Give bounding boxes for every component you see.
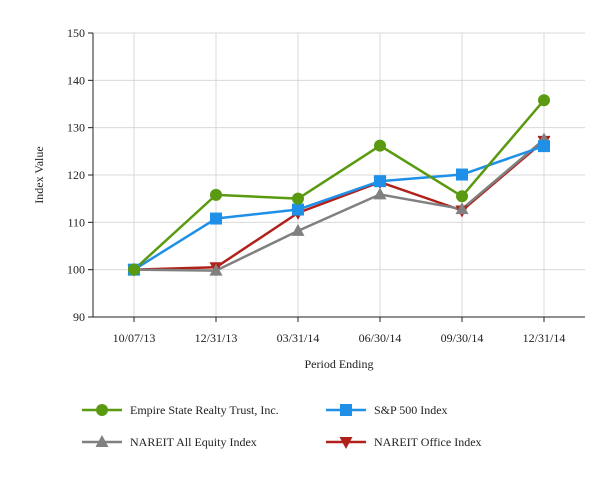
legend-label: NAREIT All Equity Index: [130, 435, 257, 449]
x-tick-label: 09/30/14: [441, 331, 484, 345]
y-axis-label: Index Value: [32, 146, 46, 203]
y-tick-label: 130: [67, 121, 85, 135]
series-line-nareit-office-index: [133, 139, 545, 271]
x-tick-label: 12/31/13: [195, 331, 238, 345]
legend-marker: [95, 435, 109, 447]
axes: 90 100 110 120 130 140 150 10/07/13 12/31/13 03/3…: [67, 26, 585, 345]
x-tick-label: 06/30/14: [359, 331, 402, 345]
y-tick-label: 110: [67, 215, 85, 229]
data-point-s-p-500-index: [292, 203, 304, 216]
series-line-empire-state-realty-trust-inc: [133, 99, 545, 271]
series-line-s-p-500-index: [133, 144, 545, 271]
legend-item-empire-state-realty-trust-inc: Empire State Realty Trust, Inc.: [82, 403, 279, 417]
data-point-empire-state-realty-trust-inc: [538, 94, 550, 107]
data-point-s-p-500-index: [456, 168, 468, 181]
series-lines: [133, 99, 545, 272]
x-tick-label: 12/31/14: [523, 331, 566, 345]
y-tick-label: 90: [73, 310, 85, 324]
data-point-s-p-500-index: [210, 212, 222, 225]
data-point-empire-state-realty-trust-inc: [210, 188, 222, 201]
legend-label: Empire State Realty Trust, Inc.: [130, 403, 279, 417]
data-point-empire-state-realty-trust-inc: [456, 190, 468, 203]
data-point-nareit-all-equity-index: [291, 223, 305, 236]
x-tick-label: 10/07/13: [113, 331, 156, 345]
legend-item-s-p-500-index: S&P 500 Index: [326, 403, 448, 417]
x-axis-label: Period Ending: [305, 357, 374, 371]
data-point-empire-state-realty-trust-inc: [292, 192, 304, 205]
legend-marker: [96, 404, 108, 416]
grid: [93, 32, 585, 318]
series-line-nareit-all-equity-index: [133, 138, 545, 272]
legend-item-nareit-all-equity-index: NAREIT All Equity Index: [82, 435, 257, 449]
legend: Empire State Realty Trust, Inc. S&P 500 I…: [82, 403, 482, 449]
data-point-s-p-500-index: [538, 140, 550, 153]
y-tick-label: 140: [67, 73, 85, 87]
series-markers: [127, 94, 551, 277]
legend-label: NAREIT Office Index: [374, 435, 482, 449]
data-point-empire-state-realty-trust-inc: [128, 263, 140, 276]
legend-item-nareit-office-index: NAREIT Office Index: [326, 435, 482, 449]
data-point-nareit-all-equity-index: [455, 202, 469, 215]
x-tick-label: 03/31/14: [277, 331, 320, 345]
legend-marker: [339, 437, 353, 449]
data-point-nareit-all-equity-index: [209, 263, 223, 276]
y-tick-label: 120: [67, 168, 85, 182]
y-tick-label: 150: [67, 26, 85, 40]
data-point-nareit-all-equity-index: [373, 187, 387, 200]
legend-label: S&P 500 Index: [374, 403, 448, 417]
data-point-s-p-500-index: [374, 175, 386, 188]
data-point-empire-state-realty-trust-inc: [374, 139, 386, 152]
y-tick-label: 100: [67, 263, 85, 277]
legend-marker: [340, 404, 352, 416]
